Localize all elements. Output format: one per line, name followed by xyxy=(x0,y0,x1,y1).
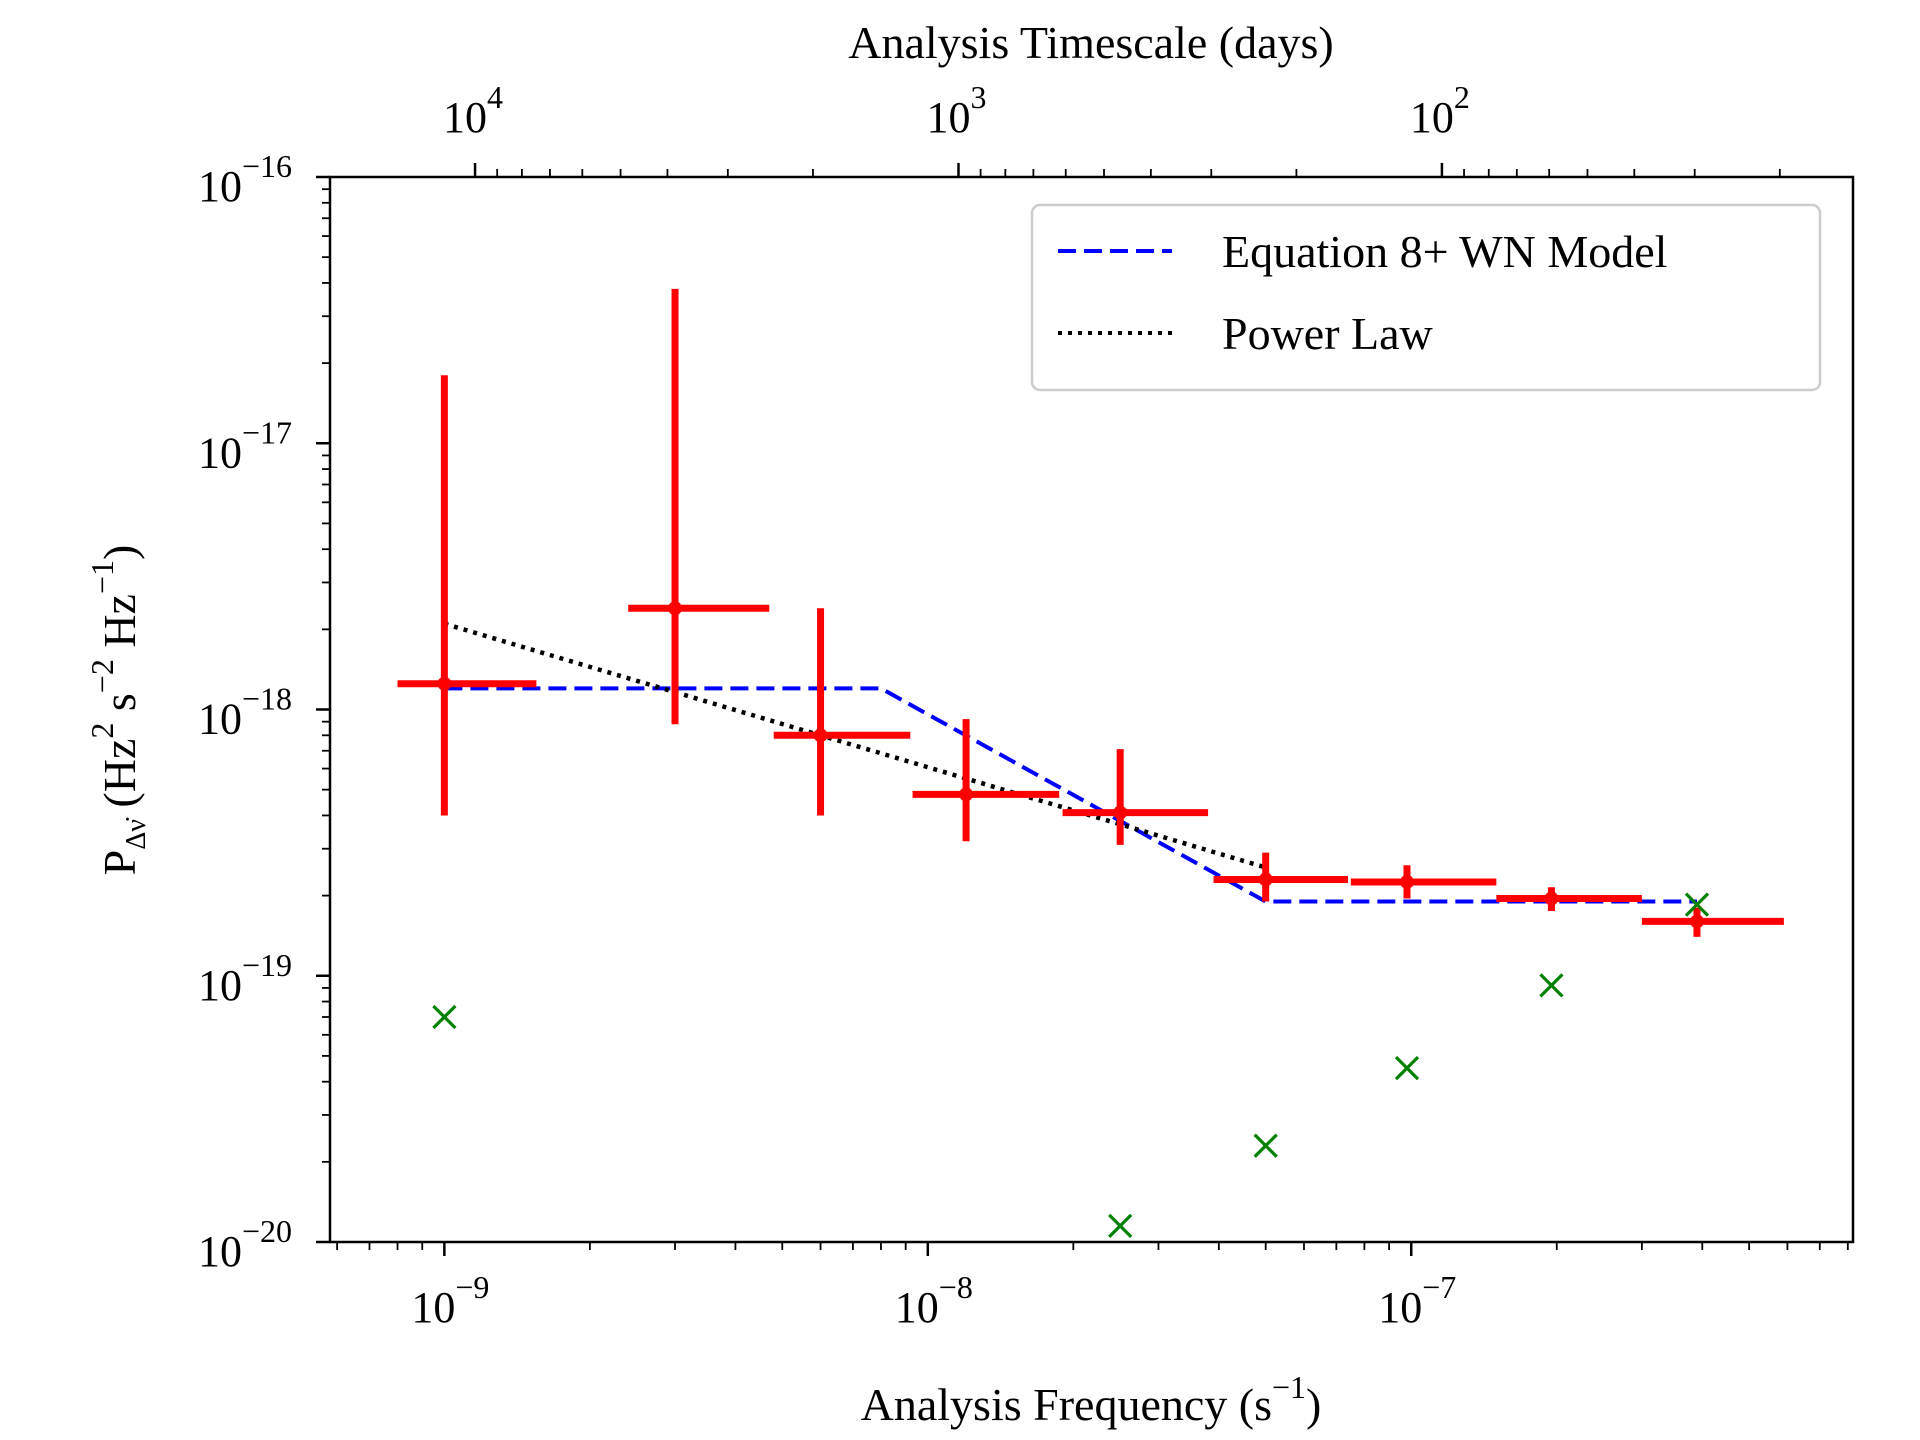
point-marker xyxy=(813,728,828,743)
x-axis-title: Analysis Frequency (s−1) xyxy=(861,1369,1322,1430)
y-tick-label: 10−19 xyxy=(198,947,292,1010)
point-marker xyxy=(1258,872,1273,887)
y-axis-title-close: ) xyxy=(94,545,145,560)
top-tick-label: 103 xyxy=(926,79,986,142)
point-marker xyxy=(1399,874,1414,889)
y-tick-label: 10−18 xyxy=(198,681,292,744)
point-marker xyxy=(959,787,974,802)
point-marker xyxy=(1689,914,1704,929)
y-axis-title-sub: Δν̇ xyxy=(121,817,152,850)
point-marker xyxy=(1113,805,1128,820)
noise-marker-stroke xyxy=(1394,1055,1420,1081)
y-axis-title-sup3: −1 xyxy=(84,560,120,594)
data-point xyxy=(1641,907,1784,937)
x-tick-label: 10−8 xyxy=(895,1269,973,1332)
top-axis-title: Analysis Timescale (days) xyxy=(848,17,1334,68)
y-tick-label: 10−20 xyxy=(198,1213,292,1276)
noise-marker xyxy=(1253,1133,1278,1158)
noise-marker xyxy=(1394,1055,1420,1081)
major-ticks xyxy=(316,163,1444,1256)
data-point xyxy=(1213,852,1349,902)
minor-ticks xyxy=(322,169,1849,1250)
data-point xyxy=(1350,865,1497,899)
point-marker xyxy=(668,601,683,616)
noise-marker xyxy=(1684,892,1710,917)
noise-marker xyxy=(1539,973,1564,998)
noise-marker xyxy=(432,1004,457,1030)
data-point xyxy=(1496,887,1642,912)
point-marker xyxy=(1544,891,1559,906)
y-axis-title: PΔν̇ (Hz2 s−2 Hz−1) xyxy=(84,545,152,876)
x-tick-label: 10−7 xyxy=(1378,1269,1456,1332)
top-tick-labels: 104 103 102 xyxy=(443,79,1470,142)
legend-box xyxy=(1030,203,1822,392)
legend-label-powerlaw: Power Law xyxy=(1222,308,1434,359)
noise-marker-stroke xyxy=(1684,892,1710,917)
data-point xyxy=(773,608,911,816)
top-tick-label: 104 xyxy=(443,79,503,142)
data-point xyxy=(628,288,770,725)
data-point xyxy=(912,719,1060,842)
noise-marker xyxy=(1108,1213,1133,1238)
x-axis-title-close: ) xyxy=(1306,1379,1321,1430)
series-layer xyxy=(397,288,1784,1238)
data-point xyxy=(397,375,537,816)
noise-marker-stroke xyxy=(1539,973,1564,998)
legend: Equation 8+ WN Model Power Law xyxy=(1030,203,1822,392)
noise-marker-stroke xyxy=(432,1004,457,1030)
point-marker xyxy=(437,676,452,691)
x-tick-label: 10−9 xyxy=(411,1269,489,1332)
y-axis-title-sup1: 2 xyxy=(84,723,120,739)
y-axis-title-p: P xyxy=(94,850,145,876)
noise-marker-stroke xyxy=(1108,1213,1133,1238)
y-tick-labels: 10−20 10−19 10−18 10−17 10−16 xyxy=(198,148,292,1276)
y-tick-label: 10−16 xyxy=(198,148,292,211)
x-tick-labels: 10−9 10−8 10−7 xyxy=(411,1269,1456,1332)
data-point xyxy=(1062,749,1209,845)
y-axis-title-mid2: Hz xyxy=(94,594,145,659)
power-law-line xyxy=(443,621,1267,870)
legend-label-model: Equation 8+ WN Model xyxy=(1222,226,1667,277)
y-axis-title-open: (Hz xyxy=(94,739,145,819)
noise-marker-stroke xyxy=(1253,1133,1278,1158)
y-tick-label: 10−17 xyxy=(198,414,292,477)
x-axis-title-sup: −1 xyxy=(1272,1369,1306,1405)
y-axis-title-mid: s xyxy=(94,693,145,722)
x-axis-title-main: Analysis Frequency (s xyxy=(861,1379,1272,1430)
y-axis-title-sup2: −2 xyxy=(84,659,120,693)
model-line xyxy=(444,686,1697,904)
top-tick-label: 102 xyxy=(1410,79,1470,142)
